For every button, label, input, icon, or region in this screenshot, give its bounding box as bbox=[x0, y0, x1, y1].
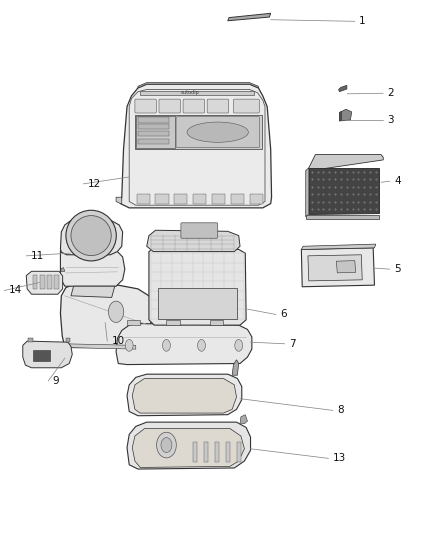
Polygon shape bbox=[23, 341, 72, 368]
Ellipse shape bbox=[198, 340, 205, 351]
Polygon shape bbox=[71, 286, 115, 297]
Polygon shape bbox=[339, 109, 352, 121]
Polygon shape bbox=[66, 338, 70, 342]
Polygon shape bbox=[60, 285, 154, 348]
Text: 6: 6 bbox=[280, 310, 287, 319]
Polygon shape bbox=[336, 261, 356, 273]
Bar bbox=[137, 194, 150, 204]
Ellipse shape bbox=[71, 215, 111, 255]
Text: 9: 9 bbox=[53, 376, 59, 386]
Text: autodip: autodip bbox=[181, 90, 200, 95]
FancyBboxPatch shape bbox=[176, 117, 260, 148]
Ellipse shape bbox=[187, 122, 248, 142]
Bar bbox=[33, 275, 37, 289]
Polygon shape bbox=[132, 378, 237, 413]
Polygon shape bbox=[132, 429, 244, 467]
Ellipse shape bbox=[235, 340, 243, 351]
Bar bbox=[40, 275, 45, 289]
Polygon shape bbox=[120, 84, 272, 208]
Ellipse shape bbox=[108, 301, 124, 322]
Polygon shape bbox=[127, 374, 242, 416]
Bar bbox=[138, 131, 169, 136]
Bar bbox=[193, 194, 206, 204]
Polygon shape bbox=[147, 230, 240, 252]
Text: 12: 12 bbox=[88, 179, 101, 189]
Polygon shape bbox=[306, 215, 379, 219]
Polygon shape bbox=[301, 244, 376, 249]
Polygon shape bbox=[127, 320, 140, 325]
Polygon shape bbox=[210, 320, 223, 325]
Polygon shape bbox=[26, 271, 63, 294]
Polygon shape bbox=[140, 91, 254, 95]
Polygon shape bbox=[136, 116, 175, 148]
Bar bbox=[250, 194, 263, 204]
Ellipse shape bbox=[162, 340, 170, 351]
Polygon shape bbox=[60, 268, 65, 272]
Text: 4: 4 bbox=[394, 176, 401, 186]
Text: 2: 2 bbox=[388, 88, 394, 98]
Polygon shape bbox=[149, 248, 246, 325]
Bar bbox=[47, 275, 52, 289]
Polygon shape bbox=[228, 13, 271, 21]
Polygon shape bbox=[60, 247, 125, 286]
Bar bbox=[54, 275, 59, 289]
Bar bbox=[212, 194, 225, 204]
FancyBboxPatch shape bbox=[135, 99, 156, 113]
Bar bbox=[138, 139, 169, 144]
Text: 14: 14 bbox=[9, 286, 22, 295]
Polygon shape bbox=[166, 320, 180, 325]
Polygon shape bbox=[116, 324, 252, 365]
Polygon shape bbox=[158, 288, 237, 319]
Bar bbox=[193, 442, 197, 462]
Bar bbox=[226, 442, 230, 462]
Ellipse shape bbox=[157, 432, 176, 458]
Bar bbox=[231, 194, 244, 204]
Polygon shape bbox=[135, 115, 262, 149]
Polygon shape bbox=[306, 168, 309, 217]
Text: 1: 1 bbox=[359, 17, 366, 26]
Text: 8: 8 bbox=[337, 406, 344, 415]
Text: 13: 13 bbox=[333, 454, 346, 463]
Bar bbox=[138, 124, 169, 129]
Polygon shape bbox=[65, 344, 136, 349]
Text: 7: 7 bbox=[289, 339, 296, 349]
FancyBboxPatch shape bbox=[181, 223, 218, 238]
Polygon shape bbox=[339, 111, 342, 121]
Polygon shape bbox=[28, 338, 33, 342]
Text: 5: 5 bbox=[394, 264, 401, 274]
Bar bbox=[155, 194, 169, 204]
Polygon shape bbox=[127, 422, 251, 469]
FancyBboxPatch shape bbox=[233, 99, 259, 113]
Polygon shape bbox=[301, 248, 374, 287]
Bar bbox=[33, 350, 50, 361]
Polygon shape bbox=[339, 85, 347, 92]
Text: 10: 10 bbox=[112, 336, 125, 346]
Polygon shape bbox=[60, 220, 123, 255]
Polygon shape bbox=[240, 415, 247, 424]
FancyBboxPatch shape bbox=[207, 99, 229, 113]
Bar bbox=[174, 194, 187, 204]
Polygon shape bbox=[309, 168, 379, 214]
Bar bbox=[237, 442, 241, 462]
Polygon shape bbox=[308, 255, 362, 281]
Text: 3: 3 bbox=[388, 115, 394, 125]
Polygon shape bbox=[138, 83, 258, 88]
FancyBboxPatch shape bbox=[183, 99, 205, 113]
Ellipse shape bbox=[66, 210, 117, 261]
Text: 11: 11 bbox=[31, 251, 44, 261]
Bar bbox=[215, 442, 219, 462]
Bar bbox=[138, 117, 169, 123]
FancyBboxPatch shape bbox=[159, 99, 180, 113]
Ellipse shape bbox=[125, 340, 133, 351]
Polygon shape bbox=[116, 197, 122, 204]
Bar bbox=[204, 442, 208, 462]
Polygon shape bbox=[309, 155, 383, 171]
Polygon shape bbox=[232, 360, 239, 375]
Ellipse shape bbox=[161, 438, 172, 453]
